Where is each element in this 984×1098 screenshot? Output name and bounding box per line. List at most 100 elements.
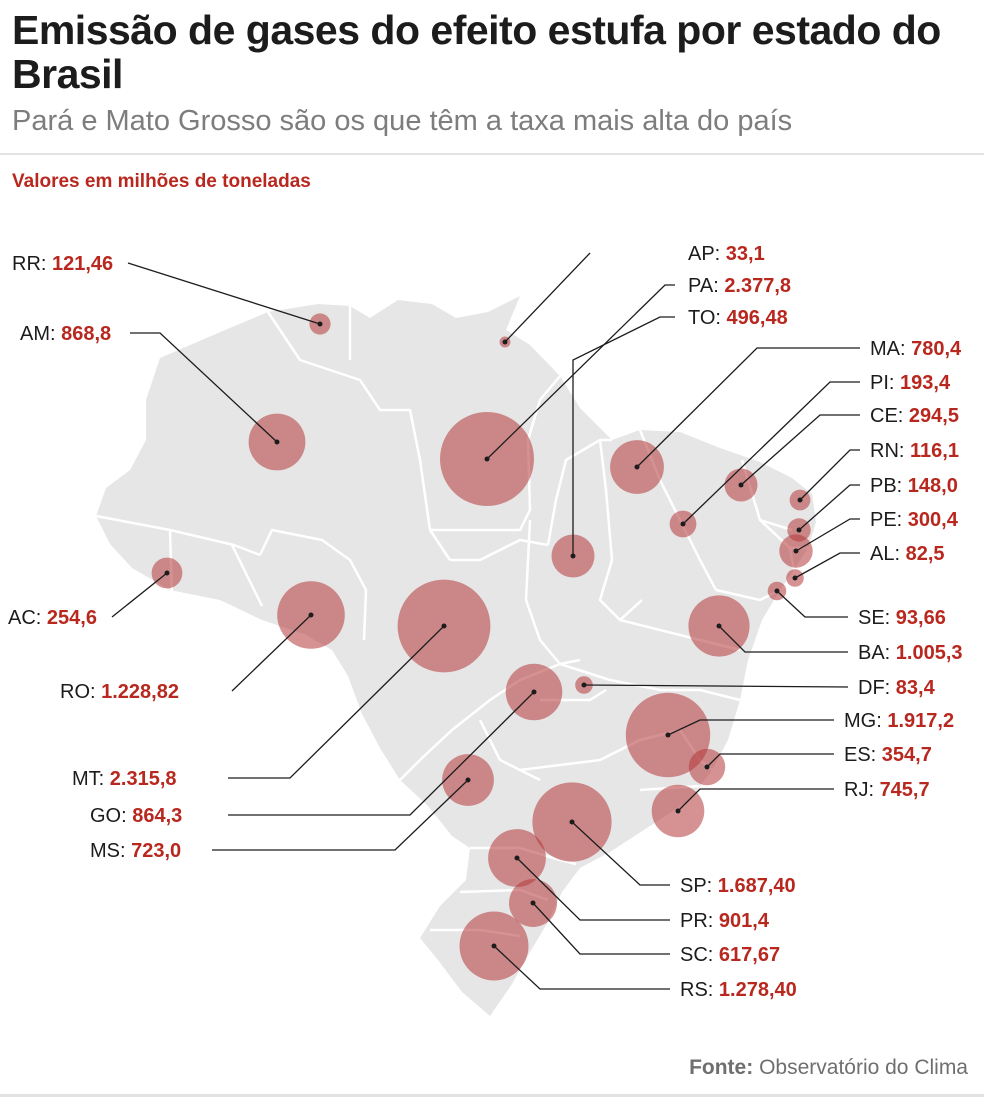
leader-pa: [486, 284, 675, 460]
leader-rr: [127, 262, 321, 325]
label-rn-code: RN:: [870, 440, 910, 462]
label-ma: MA: 780,4: [870, 338, 962, 360]
anchor-dot-to: [570, 553, 576, 559]
label-ap-code: AP:: [688, 243, 726, 265]
label-ac-value: 254,6: [47, 607, 97, 629]
leader-lines: [111, 252, 860, 990]
label-rn: RN: 116,1: [870, 440, 959, 462]
label-se: SE: 93,66: [858, 607, 946, 629]
header-divider: [0, 153, 984, 155]
label-pa-value: 2.377,8: [724, 275, 791, 297]
label-to-value: 496,48: [727, 307, 788, 329]
label-ac-code: AC:: [8, 607, 47, 629]
label-go-code: GO:: [90, 805, 132, 827]
leader-ms: [212, 779, 469, 851]
label-al-code: AL:: [870, 543, 906, 565]
label-ma-value: 780,4: [911, 338, 962, 360]
label-pr-code: PR:: [680, 910, 719, 932]
label-pa: PA: 2.377,8: [688, 275, 791, 297]
label-ce: CE: 294,5: [870, 405, 959, 427]
label-rj-value: 745,7: [880, 779, 930, 801]
label-es-code: ES:: [844, 744, 882, 766]
label-mt-code: MT:: [72, 768, 110, 790]
label-to-code: TO:: [688, 307, 727, 329]
label-ro-code: RO:: [60, 681, 101, 703]
label-am-code: AM:: [20, 323, 61, 345]
leader-sp: [571, 821, 670, 886]
anchor-dot-pi: [680, 521, 686, 527]
label-ba-code: BA:: [858, 642, 896, 664]
label-go: GO: 864,3: [90, 805, 182, 827]
label-rr: RR: 121,46: [12, 253, 113, 275]
leader-ba: [718, 625, 848, 653]
label-pb-value: 148,0: [908, 475, 958, 497]
source-label: Fonte:: [689, 1056, 754, 1079]
label-go-value: 864,3: [132, 805, 182, 827]
label-ro: RO: 1.228,82: [60, 681, 179, 703]
label-df-value: 83,4: [896, 677, 936, 699]
label-am-value: 868,8: [61, 323, 111, 345]
label-pi: PI: 193,4: [870, 372, 951, 394]
leader-rj: [677, 788, 834, 812]
label-rr-code: RR:: [12, 253, 52, 275]
anchor-dot-pr: [514, 855, 520, 861]
anchor-dot-mg: [665, 732, 671, 738]
leader-go: [228, 691, 535, 816]
label-ce-value: 294,5: [909, 405, 959, 427]
anchor-dot-sc: [530, 900, 536, 906]
label-df: DF: 83,4: [858, 677, 936, 699]
state-labels: RR: 121,46 AM: 868,8 AC: 254,6 RO: 1.228,82…: [8, 243, 963, 1001]
leader-ac: [111, 572, 168, 618]
label-pb: PB: 148,0: [870, 475, 958, 497]
anchor-dot-rr: [317, 321, 323, 327]
label-rs: RS: 1.278,40: [680, 979, 797, 1001]
label-al: AL: 82,5: [870, 543, 945, 565]
label-pe-code: PE:: [870, 509, 908, 531]
label-pr-value: 901,4: [719, 910, 770, 932]
label-ms-value: 723,0: [131, 840, 181, 862]
label-ba: BA: 1.005,3: [858, 642, 963, 664]
label-df-code: DF:: [858, 677, 896, 699]
anchor-dot-go: [531, 689, 537, 695]
label-mg: MG: 1.917,2: [844, 710, 954, 732]
page-title: Emissão de gases do efeito estufa por es…: [12, 7, 941, 97]
leader-pe: [795, 518, 860, 552]
label-rs-value: 1.278,40: [719, 979, 797, 1001]
leader-es: [706, 753, 834, 768]
anchor-dot-ac: [164, 570, 170, 576]
label-ma-code: MA:: [870, 338, 911, 360]
label-sp-value: 1.687,40: [718, 875, 796, 897]
anchor-dot-am: [274, 439, 280, 445]
label-ce-code: CE:: [870, 405, 909, 427]
label-sc-value: 617,67: [719, 944, 780, 966]
anchor-dot-df: [581, 682, 587, 688]
anchor-dot-ba: [716, 623, 722, 629]
source-credit: Fonte: Observatório do Clima: [689, 1056, 968, 1080]
anchor-dot-ap: [502, 339, 508, 345]
label-ap-value: 33,1: [726, 243, 765, 265]
anchor-dot-ma: [634, 464, 640, 470]
anchor-dot-al: [792, 575, 798, 581]
label-sp-code: SP:: [680, 875, 718, 897]
label-es-value: 354,7: [882, 744, 932, 766]
label-ac: AC: 254,6: [8, 607, 97, 629]
label-rj: RJ: 745,7: [844, 779, 930, 801]
label-pb-code: PB:: [870, 475, 908, 497]
label-rr-value: 121,46: [52, 253, 113, 275]
label-mg-value: 1.917,2: [887, 710, 954, 732]
leader-rn: [799, 449, 860, 501]
leader-df: [583, 684, 849, 688]
label-am: AM: 868,8: [20, 323, 111, 345]
label-se-code: SE:: [858, 607, 896, 629]
leader-sc: [532, 902, 670, 955]
label-ap: AP: 33,1: [688, 243, 765, 265]
anchor-dot-ro: [308, 612, 314, 618]
label-pr: PR: 901,4: [680, 910, 770, 932]
label-se-value: 93,66: [896, 607, 946, 629]
leader-ma: [636, 347, 860, 468]
label-pe: PE: 300,4: [870, 509, 959, 531]
label-ms-code: MS:: [90, 840, 131, 862]
unit-note: Valores em milhões de toneladas: [12, 171, 311, 192]
anchor-dot-pb: [796, 527, 802, 533]
anchor-dot-rn: [797, 497, 803, 503]
